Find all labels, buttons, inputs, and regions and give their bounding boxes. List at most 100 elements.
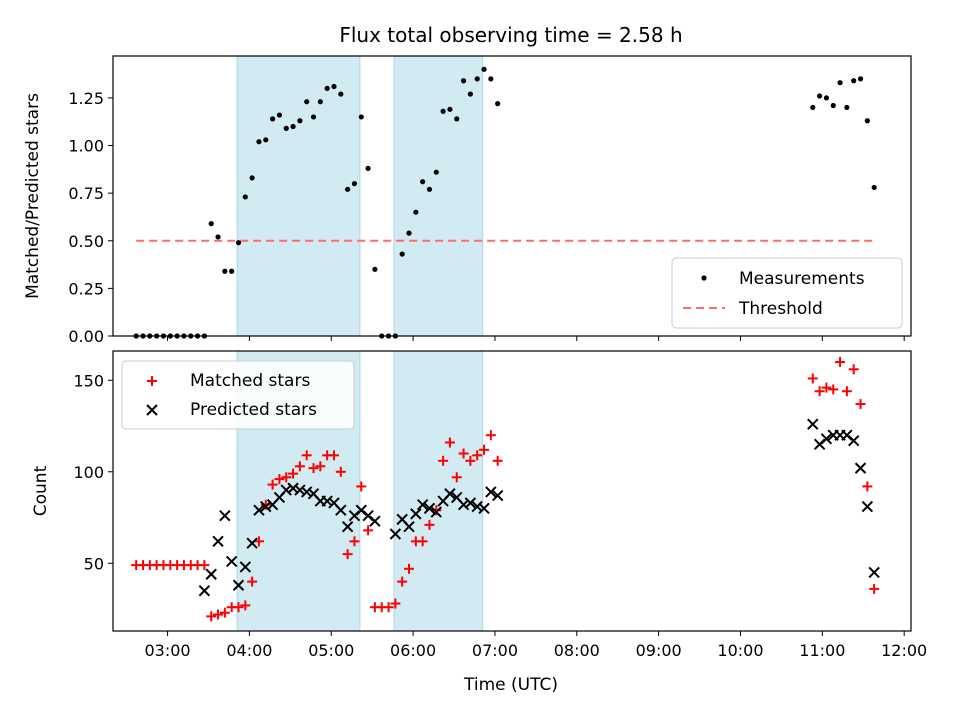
predicted-star-point [471, 500, 483, 513]
predicted-star-point [403, 520, 415, 533]
y-tick-label: 0.50 [68, 232, 104, 251]
observing-window-1 [236, 55, 361, 337]
y-tick-label: 100 [73, 463, 104, 482]
measurement-point [460, 78, 467, 84]
predicted-star-point [807, 418, 819, 430]
predicted-star-point [423, 502, 436, 515]
observing-window-2 [393, 55, 484, 337]
measurement-point [317, 99, 323, 105]
measurement-point [358, 114, 364, 120]
matched-star-point [835, 356, 846, 367]
y-tick-label: 0.25 [68, 279, 104, 298]
matched-star-point [485, 430, 496, 441]
measurement-point [263, 137, 269, 143]
matched-star-point [213, 609, 224, 620]
top-plot-frame [112, 55, 912, 337]
top-legend: Measurements Threshold [671, 257, 903, 329]
matched-star-point [253, 536, 264, 547]
measurement-point [488, 76, 494, 82]
measurement-point [851, 78, 857, 84]
predicted-star-point [260, 500, 272, 513]
matched-star-point [424, 519, 435, 530]
matched-star-point [862, 481, 873, 492]
predicted-star-point [854, 462, 867, 474]
measurement-point [331, 83, 337, 90]
matched-star-point [219, 607, 230, 618]
predicted-star-point [848, 434, 860, 447]
matched-star-point [465, 455, 476, 466]
predicted-star-point [287, 482, 299, 494]
y-tick-label: 0.75 [68, 184, 104, 203]
measurement-point [399, 251, 405, 257]
x-tick-label: 10:00 [717, 641, 763, 660]
measurement-point [406, 230, 412, 236]
predicted-star-point [198, 585, 211, 597]
predicted-star-point [820, 433, 833, 445]
predicted-star-point [464, 497, 477, 509]
matched-star-point [260, 499, 271, 510]
measurement-point [304, 99, 310, 105]
matched-star-point [342, 549, 353, 560]
bottom-y-ticks: 50 100 150 [73, 371, 113, 573]
y-tick-label: 0.00 [68, 327, 104, 346]
matched-star-point [363, 525, 374, 536]
measurement-point [324, 85, 330, 91]
matched-star-point [479, 444, 490, 455]
top-y-ticks: 0.00 0.25 0.50 0.75 1.00 1.25 [68, 89, 113, 346]
measurement-point [365, 165, 371, 171]
measurement-point [433, 169, 439, 175]
bottom-plot-frame [112, 350, 912, 632]
x-tick-label: 09:00 [636, 641, 682, 660]
predicted-star-point [478, 502, 490, 515]
predicted-star-point [491, 489, 504, 502]
matched-star-point [472, 450, 483, 461]
predicted-star-point [212, 535, 224, 548]
matched-star-point [848, 364, 859, 375]
matched-star-point [281, 472, 292, 483]
bottom-y-axis-label: Count [31, 465, 51, 516]
x-tick-label: 08:00 [554, 641, 600, 660]
predicted-star-point [416, 499, 429, 511]
matched-star-point [328, 450, 339, 461]
bottom-legend: Matched stars Predicted stars [121, 360, 355, 430]
matched-star-point [356, 481, 367, 492]
measurement-point [242, 194, 248, 200]
matched-star-point [274, 474, 285, 485]
matched-star-point [869, 583, 880, 594]
matched-stars-points [131, 356, 880, 622]
measurement-point [474, 76, 480, 82]
matched-star-point [288, 468, 299, 479]
predicted-star-point [253, 504, 265, 516]
matched-star-point [814, 386, 825, 397]
x-tick-label: 11:00 [799, 641, 845, 660]
measurement-point [864, 118, 870, 124]
predicted-star-point [444, 488, 456, 500]
matched-star-point [397, 576, 408, 587]
measurement-point [215, 234, 221, 240]
matched-star-point [828, 384, 839, 395]
measurement-point [297, 118, 303, 124]
predicted-star-point [410, 508, 422, 520]
measurement-point [447, 106, 453, 112]
measurement-point [844, 104, 850, 111]
top-legend-box [671, 257, 903, 329]
measurement-point [351, 181, 358, 187]
matched-star-point [841, 386, 852, 397]
x-tick-label: 03:00 [145, 641, 191, 660]
measurement-point [817, 93, 823, 99]
matched-star-point [438, 455, 449, 466]
legend-threshold-label: Threshold [738, 299, 823, 319]
measurement-point [871, 184, 877, 191]
measurement-point [229, 268, 235, 274]
measurement-point [283, 125, 289, 131]
measurement-point [256, 139, 262, 145]
predicted-star-point [485, 486, 497, 498]
legend-predicted-marker [146, 404, 158, 416]
legend-matched-label: Matched stars [190, 371, 310, 391]
predicted-star-point [369, 515, 381, 527]
predicted-stars-points [198, 418, 880, 597]
x-tick-label: 07:00 [472, 641, 518, 660]
predicted-star-point [205, 568, 217, 580]
measurement-point [857, 76, 864, 82]
predicted-star-point [341, 520, 354, 533]
